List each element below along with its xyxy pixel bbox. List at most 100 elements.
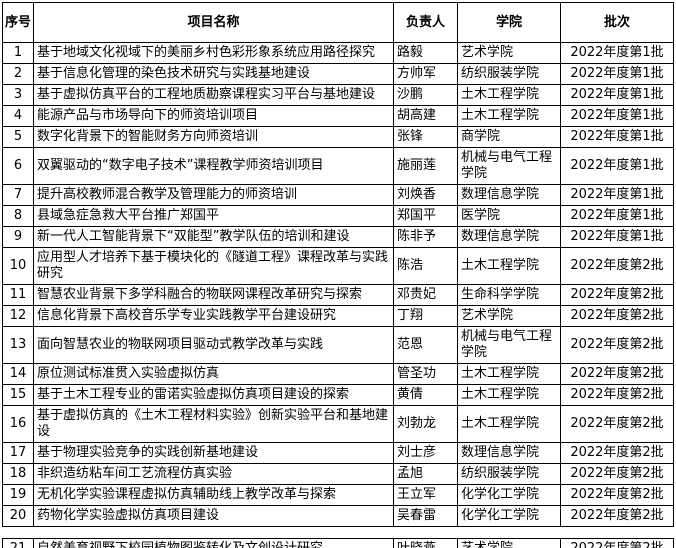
table-row: 20 药物化学实验虚拟仿真项目建设 吴春雷 化学化工学院 2022年度第2批 (2, 505, 674, 527)
cell-person: 吴春雷 (393, 505, 458, 527)
table-row: 8 县域急症急救大平台推广郑国平 郑国平 医学院 2022年度第1批 (2, 205, 674, 227)
cell-person: 方帅军 (393, 63, 458, 85)
table-row: 17 基于物理实验竞争的实践创新基地建设 刘士彦 数理信息学院 2022年度第2批 (2, 442, 674, 464)
cell-college: 医学院 (457, 205, 561, 227)
cell-college: 纺织服装学院 (457, 463, 561, 485)
cell-project-name: 数字化背景下的智能财务方向师资培训 (33, 126, 394, 148)
cell-college: 土木工程学院 (457, 363, 561, 385)
col-header-batch: 批次 (560, 2, 674, 43)
cell-index: 10 (2, 247, 34, 285)
cell-batch: 2022年度第1批 (560, 63, 674, 85)
cell-person: 路毅 (393, 42, 458, 64)
cell-person: 叶晓燕 (393, 538, 458, 548)
table-row: 2 基于信息化管理的染色技术研究与实践基地建设 方帅军 纺织服装学院 2022年度第1批 (2, 63, 674, 85)
table-row: 4 能源产品与市场导向下的师资培训项目 胡高建 土木工程学院 2022年度第1批 (2, 105, 674, 127)
table-row: 19 无机化学实验课程虚拟仿真辅助线上教学改革与探索 王立军 化学化工学院 2022年度… (2, 484, 674, 506)
cell-person: 胡高建 (393, 105, 458, 127)
cell-index: 14 (2, 363, 34, 385)
cell-person: 刘焕香 (393, 184, 458, 206)
table-row: 13 面向智慧农业的物联网项目驱动式教学改革与实践 范恩 机械与电气工程学院 2022年… (2, 326, 674, 364)
cell-batch: 2022年度第2批 (560, 326, 674, 364)
cell-person: 刘勃龙 (393, 405, 458, 443)
cell-batch: 2022年度第2批 (560, 363, 674, 385)
cell-project-name: 新一代人工智能背景下“双能型”教学队伍的培训和建设 (33, 226, 394, 248)
cell-batch: 2022年度第2批 (560, 538, 674, 548)
table-row: 1 基于地域文化视域下的美丽乡村色彩形象系统应用路径探究 路毅 艺术学院 2022年度第… (2, 42, 674, 64)
cell-project-name: 应用型人才培养下基于模块化的《隧道工程》课程改革与实践研究 (33, 247, 394, 285)
cell-project-name: 面向智慧农业的物联网项目驱动式教学改革与实践 (33, 326, 394, 364)
cell-index: 20 (2, 505, 34, 527)
cell-college: 生命科学学院 (457, 284, 561, 306)
table-row: 21自然美育视野下校园植物图鉴转化及文创设计研究叶晓燕艺术学院2022年度第2批 (2, 538, 674, 548)
cell-batch: 2022年度第2批 (560, 442, 674, 464)
cell-person: 刘士彦 (393, 442, 458, 464)
cell-index: 3 (2, 84, 34, 106)
cell-college: 艺术学院 (457, 305, 561, 327)
cell-index: 15 (2, 384, 34, 406)
table-split-gap (2, 527, 674, 538)
cell-index: 21 (2, 538, 34, 548)
cell-project-name: 双翼驱动的“数字电子技术”课程教学师资培训项目 (33, 147, 394, 185)
table-row: 14 原位测试标准贯入实验虚拟仿真 管圣功 土木工程学院 2022年度第2批 (2, 363, 674, 385)
cell-batch: 2022年度第1批 (560, 126, 674, 148)
col-header-index: 序号 (2, 2, 34, 43)
cell-person: 黄倩 (393, 384, 458, 406)
cell-index: 4 (2, 105, 34, 127)
cell-index: 1 (2, 42, 34, 64)
cell-person: 沙鹏 (393, 84, 458, 106)
cell-college: 土木工程学院 (457, 105, 561, 127)
cell-project-name: 基于虚拟仿真的《土木工程材料实验》创新实验平台和基地建设 (33, 405, 394, 443)
cell-person: 管圣功 (393, 363, 458, 385)
cell-college: 化学化工学院 (457, 484, 561, 506)
cell-batch: 2022年度第2批 (560, 463, 674, 485)
cell-project-name: 信息化背景下高校音乐学专业实践教学平台建设研究 (33, 305, 394, 327)
cell-batch: 2022年度第2批 (560, 284, 674, 306)
cell-batch: 2022年度第1批 (560, 184, 674, 206)
cell-college: 土木工程学院 (457, 84, 561, 106)
cell-project-name: 基于土木工程专业的雷诺实验虚拟仿真项目建设的探索 (33, 384, 394, 406)
cell-project-name: 基于物理实验竞争的实践创新基地建设 (33, 442, 394, 464)
cell-person: 范恩 (393, 326, 458, 364)
col-header-person: 负责人 (393, 2, 458, 43)
cell-project-name: 基于信息化管理的染色技术研究与实践基地建设 (33, 63, 394, 85)
cell-person: 郑国平 (393, 205, 458, 227)
table-body: 1 基于地域文化视域下的美丽乡村色彩形象系统应用路径探究 路毅 艺术学院 2022年度第… (2, 42, 674, 527)
cell-project-name: 基于虚拟仿真平台的工程地质勘察课程实习平台与基地建设 (33, 84, 394, 106)
cell-college: 艺术学院 (457, 538, 561, 548)
cell-project-name: 无机化学实验课程虚拟仿真辅助线上教学改革与探索 (33, 484, 394, 506)
cell-index: 7 (2, 184, 34, 206)
cell-college: 数理信息学院 (457, 442, 561, 464)
table-row: 3 基于虚拟仿真平台的工程地质勘察课程实习平台与基地建设 沙鹏 土木工程学院 2022年… (2, 84, 674, 106)
cell-batch: 2022年度第2批 (560, 305, 674, 327)
table-row: 10 应用型人才培养下基于模块化的《隧道工程》课程改革与实践研究 陈浩 土木工程学院 2… (2, 247, 674, 285)
cell-person: 陈非予 (393, 226, 458, 248)
cell-college: 土木工程学院 (457, 384, 561, 406)
cell-person: 丁翔 (393, 305, 458, 327)
cell-batch: 2022年度第2批 (560, 247, 674, 285)
project-list-table: 序号 项目名称 负责人 学院 批次 1 基于地域文化视域下的美丽乡村色彩形象系统应… (2, 2, 674, 527)
cell-index: 2 (2, 63, 34, 85)
project-list-table-continued: 21自然美育视野下校园植物图鉴转化及文创设计研究叶晓燕艺术学院2022年度第2批 (2, 538, 674, 548)
table-row: 9 新一代人工智能背景下“双能型”教学队伍的培训和建设 陈非予 数理信息学院 2022年… (2, 226, 674, 248)
cell-index: 17 (2, 442, 34, 464)
cell-project-name: 原位测试标准贯入实验虚拟仿真 (33, 363, 394, 385)
table-row: 12 信息化背景下高校音乐学专业实践教学平台建设研究 丁翔 艺术学院 2022年度第2批 (2, 305, 674, 327)
cell-batch: 2022年度第1批 (560, 205, 674, 227)
table-body-continued: 21自然美育视野下校园植物图鉴转化及文创设计研究叶晓燕艺术学院2022年度第2批 (2, 538, 674, 548)
cell-project-name: 非织造纺粘车间工艺流程仿真实验 (33, 463, 394, 485)
cell-college: 纺织服装学院 (457, 63, 561, 85)
cell-index: 5 (2, 126, 34, 148)
col-header-college: 学院 (457, 2, 561, 43)
cell-college: 化学化工学院 (457, 505, 561, 527)
table-row: 7 提升高校教师混合教学及管理能力的师资培训 刘焕香 数理信息学院 2022年度第1批 (2, 184, 674, 206)
cell-index: 9 (2, 226, 34, 248)
table-row: 16 基于虚拟仿真的《土木工程材料实验》创新实验平台和基地建设 刘勃龙 土木工程学院 2… (2, 405, 674, 443)
cell-college: 土木工程学院 (457, 247, 561, 285)
cell-college: 土木工程学院 (457, 405, 561, 443)
cell-index: 16 (2, 405, 34, 443)
cell-project-name: 提升高校教师混合教学及管理能力的师资培训 (33, 184, 394, 206)
cell-batch: 2022年度第1批 (560, 105, 674, 127)
cell-college: 机械与电气工程学院 (457, 147, 561, 185)
cell-index: 19 (2, 484, 34, 506)
